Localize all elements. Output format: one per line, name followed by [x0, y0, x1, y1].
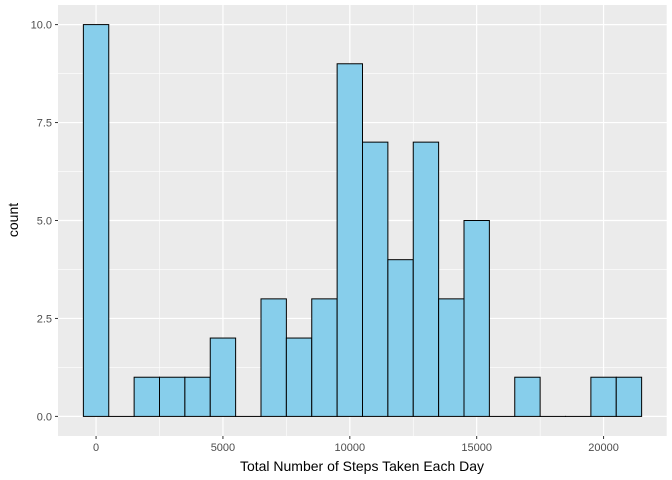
- x-axis-ticks: 0 5000 10000 15000 20000: [93, 436, 619, 454]
- histogram-bar: [133, 376, 160, 417]
- y-tick-label: 0.0: [37, 411, 52, 423]
- histogram-bar: [159, 376, 186, 417]
- histogram-bar: [184, 376, 211, 417]
- y-tick-label: 7.5: [37, 118, 52, 130]
- x-tick-label: 0: [93, 442, 99, 454]
- histogram-bar: [387, 259, 414, 417]
- y-tick-label: 5.0: [37, 216, 52, 228]
- histogram-bar: [260, 298, 287, 417]
- histogram-bar: [590, 376, 617, 417]
- histogram-bar: [463, 220, 490, 417]
- histogram-bar: [209, 337, 237, 417]
- x-tick-label: 15000: [461, 442, 492, 454]
- x-tick-label: 5000: [211, 442, 235, 454]
- bars: [82, 24, 643, 417]
- x-tick-label: 20000: [588, 442, 619, 454]
- histogram-bar: [514, 376, 541, 417]
- x-tick-label: 10000: [335, 442, 366, 454]
- y-axis-ticks: 0.0 2.5 5.0 7.5 10.0: [31, 20, 58, 423]
- y-tick-label: 10.0: [31, 20, 52, 32]
- histogram-bar: [438, 298, 465, 417]
- histogram-bar: [311, 298, 338, 417]
- y-tick-label: 2.5: [37, 313, 52, 325]
- histogram-bar: [412, 141, 440, 417]
- histogram-bar: [285, 337, 313, 417]
- x-axis-title: Total Number of Steps Taken Each Day: [240, 458, 484, 474]
- histogram-bar: [615, 376, 643, 417]
- y-axis-title: count: [5, 203, 21, 237]
- histogram-bar: [362, 141, 389, 417]
- histogram-bar: [336, 63, 363, 417]
- histogram-bar: [82, 24, 110, 417]
